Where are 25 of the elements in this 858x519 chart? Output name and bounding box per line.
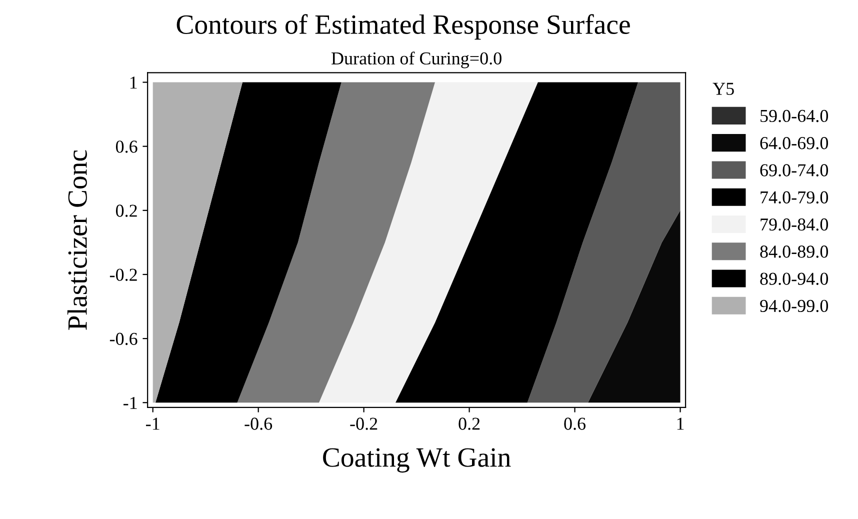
x-tick-label: -0.6 [244, 418, 272, 430]
chart-title: Contours of Estimated Response Surface [176, 14, 630, 40]
legend-label: 79.0-84.0 [760, 218, 828, 231]
legend-label: 89.0-94.0 [760, 272, 828, 285]
legend-label: 69.0-74.0 [760, 164, 828, 176]
legend-label: 64.0-69.0 [760, 137, 828, 150]
x-tick-label: -0.2 [350, 418, 378, 430]
x-tick-label: 0.2 [458, 418, 480, 430]
legend-label: 74.0-79.0 [760, 191, 828, 204]
legend-label: 59.0-64.0 [760, 110, 828, 122]
legend-title: Y5 [712, 82, 734, 95]
y-tick-label: 0.6 [116, 140, 138, 153]
legend-label: 94.0-99.0 [760, 300, 828, 312]
y-tick-label: 1 [130, 76, 137, 89]
x-axis-title: Coating Wt Gain [323, 448, 511, 473]
legend-label: 84.0-89.0 [760, 246, 828, 258]
chart-subtitle: Duration of Curing=0.0 [332, 52, 502, 68]
y-tick-label: -0.6 [110, 332, 138, 346]
y-tick-label: 0.2 [116, 204, 137, 217]
x-tick-label: 1 [677, 418, 684, 430]
x-tick-label: 0.6 [564, 418, 586, 430]
x-tick-label: -1 [146, 418, 160, 430]
y-tick-label: -1 [123, 396, 137, 409]
y-tick-label: -0.2 [110, 268, 137, 281]
y-axis-title: Plasticizer Conc [67, 150, 87, 330]
